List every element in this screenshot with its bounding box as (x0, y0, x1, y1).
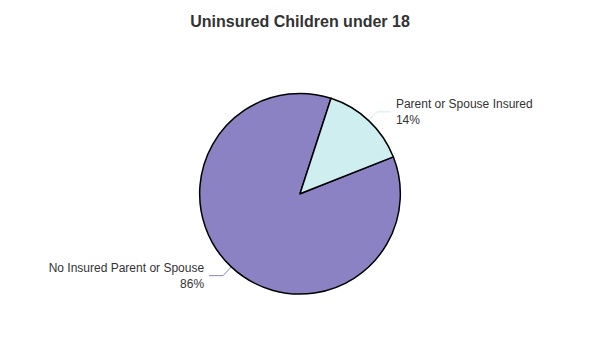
svg-text:No Insured Parent or Spouse: No Insured Parent or Spouse (49, 261, 205, 275)
svg-text:14%: 14% (396, 113, 420, 127)
svg-text:86%: 86% (180, 277, 204, 291)
svg-text:Uninsured Children under 18: Uninsured Children under 18 (190, 13, 410, 30)
svg-text:Parent or Spouse Insured: Parent or Spouse Insured (396, 97, 533, 111)
